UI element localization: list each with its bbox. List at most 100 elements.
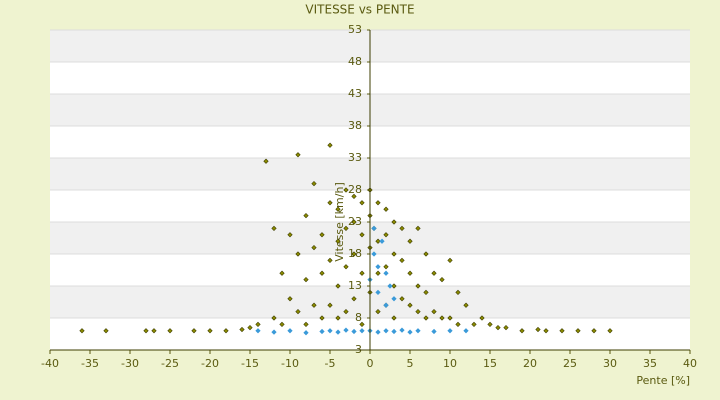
x-tick-label: -20 — [201, 357, 219, 370]
point — [399, 296, 405, 302]
point — [375, 289, 381, 296]
point — [351, 296, 357, 302]
point — [391, 296, 397, 302]
point — [439, 276, 445, 283]
point — [431, 270, 437, 276]
point — [319, 328, 325, 335]
point — [415, 283, 421, 289]
point — [287, 296, 293, 302]
point — [351, 328, 357, 335]
point — [375, 329, 381, 335]
y-tick-label: 43 — [348, 87, 362, 100]
point — [431, 328, 437, 335]
point — [351, 219, 357, 225]
point — [207, 328, 213, 334]
y-tick-label: 13 — [348, 279, 362, 292]
x-tick-label: -15 — [241, 357, 259, 370]
point — [343, 187, 349, 193]
point — [407, 329, 413, 335]
point — [351, 251, 357, 257]
point — [351, 193, 357, 200]
point — [271, 329, 277, 335]
point — [375, 200, 381, 206]
point — [223, 328, 229, 334]
point — [423, 289, 429, 296]
x-tick-label: -30 — [121, 357, 139, 370]
point — [387, 283, 393, 289]
point — [391, 283, 397, 289]
x-tick-label: -40 — [41, 357, 59, 370]
point — [391, 328, 397, 335]
point — [463, 328, 469, 334]
point — [343, 225, 349, 232]
point — [295, 251, 301, 257]
point — [447, 328, 453, 334]
point — [375, 264, 381, 270]
point — [303, 330, 309, 336]
point — [391, 219, 397, 225]
point — [383, 264, 389, 270]
point — [279, 321, 285, 328]
point — [591, 328, 597, 334]
x-tick-label: 5 — [407, 357, 414, 370]
point — [271, 225, 277, 232]
point — [391, 315, 397, 321]
y-tick-label: 33 — [348, 151, 362, 164]
y-tick-label: 53 — [348, 23, 362, 36]
point — [383, 232, 389, 238]
y-axis-label: Vitesse [km/h] — [333, 182, 346, 262]
point — [607, 328, 613, 334]
point — [271, 315, 277, 321]
point — [559, 328, 565, 334]
point — [415, 328, 421, 334]
point — [303, 212, 309, 219]
point — [399, 225, 405, 232]
x-tick-label: 40 — [683, 357, 697, 370]
x-tick-label: -10 — [281, 357, 299, 370]
x-tick-label: -35 — [81, 357, 99, 370]
point — [383, 270, 389, 276]
x-tick-label: 25 — [563, 357, 577, 370]
point — [151, 328, 157, 334]
point — [191, 328, 197, 334]
x-tick-label: 0 — [367, 357, 374, 370]
point — [447, 315, 453, 321]
point — [327, 257, 333, 264]
point — [471, 321, 477, 328]
point — [343, 264, 349, 270]
x-tick-label: -25 — [161, 357, 179, 370]
x-tick-label: 20 — [523, 357, 537, 370]
point — [383, 206, 389, 212]
point — [79, 328, 85, 334]
point — [439, 315, 445, 321]
point — [371, 225, 377, 232]
point — [503, 324, 509, 331]
point — [311, 244, 317, 251]
point — [247, 324, 253, 331]
x-tick-label: 30 — [603, 357, 617, 370]
point — [455, 289, 461, 296]
point — [383, 328, 389, 334]
point — [263, 158, 269, 164]
point — [371, 251, 377, 257]
x-tick-label: 10 — [443, 357, 457, 370]
point — [447, 257, 453, 264]
point — [431, 308, 437, 315]
point — [335, 206, 341, 212]
point — [375, 238, 381, 244]
point — [407, 270, 413, 276]
point — [143, 328, 149, 334]
point — [535, 326, 541, 333]
point — [103, 328, 109, 334]
point — [383, 302, 389, 308]
point — [343, 327, 349, 333]
point — [311, 302, 317, 308]
point — [319, 232, 325, 238]
point — [319, 315, 325, 321]
chart-title: VITESSE vs PENTE — [305, 3, 414, 17]
point — [335, 329, 341, 335]
point — [399, 327, 405, 333]
point — [335, 283, 341, 289]
point — [319, 270, 325, 276]
point — [391, 251, 397, 257]
